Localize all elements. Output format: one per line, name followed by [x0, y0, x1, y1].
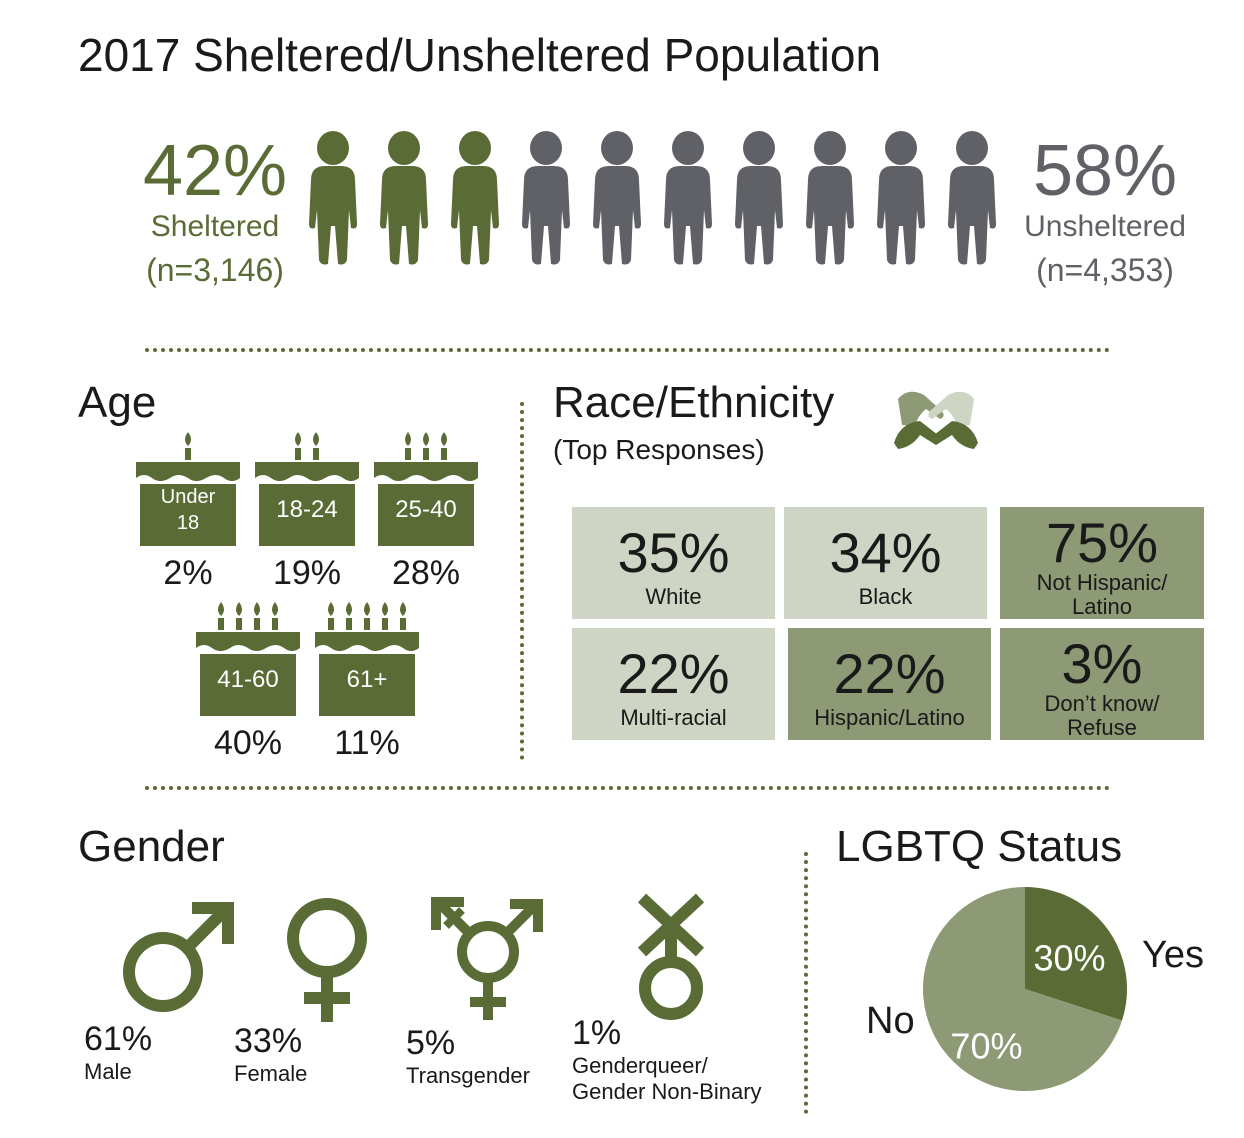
gender-female-label: Female: [234, 1061, 308, 1086]
pie-label-yes: 30%: [1033, 938, 1105, 979]
gender-male-label: Male: [84, 1059, 132, 1084]
gender-male-pct: 61%: [84, 1020, 153, 1058]
divider-top: [145, 348, 1110, 352]
male-symbol-icon: [118, 900, 238, 1025]
gender-genderqueer-label-2: Gender Non-Binary: [572, 1079, 762, 1104]
cake-icon: 18-24: [253, 432, 361, 548]
race-heading: Race/Ethnicity: [553, 378, 835, 427]
gender-heading: Gender: [78, 822, 225, 871]
person-sheltered-icon: [309, 131, 357, 265]
cake-label: 18-24: [276, 496, 338, 523]
person-unsheltered-icon: [877, 131, 925, 265]
genderqueer-symbol-icon: [626, 892, 716, 1027]
cake-icon: 25-40: [372, 432, 480, 548]
cake-label-line2: 18: [176, 512, 200, 534]
cake-icon: 41-60: [194, 602, 302, 718]
race-pct: 34%: [829, 521, 942, 584]
cake-label: 41-60: [217, 666, 279, 693]
sheltered-pct: 42%: [142, 131, 288, 211]
unsheltered-pct: 58%: [1032, 131, 1178, 211]
person-unsheltered-icon: [593, 131, 641, 265]
person-sheltered-icon: [451, 131, 499, 265]
cake-icon: 61+: [313, 602, 421, 718]
person-unsheltered-icon: [664, 131, 712, 265]
gender-transgender-stat: 5% Transgender: [406, 1024, 530, 1089]
lgbtq-heading: LGBTQ Status: [836, 822, 1123, 871]
lgbtq-yes-label: Yes: [1142, 934, 1204, 976]
race-cell: 34% Black: [784, 507, 987, 619]
age-pct: 19%: [272, 554, 342, 592]
divider-bottom: [145, 786, 1110, 790]
race-cell: 22% Multi-racial: [572, 628, 775, 740]
race-label: Black: [858, 584, 913, 609]
race-label: Multi-racial: [620, 705, 727, 730]
handshake-icon: [890, 385, 982, 462]
pie-slice-yes: [1025, 887, 1127, 1021]
race-cell: 22% Hispanic/Latino: [788, 628, 991, 740]
cake-label: 25-40: [395, 496, 457, 523]
race-pct: 75%: [1045, 511, 1159, 574]
race-subheading: (Top Responses): [553, 434, 765, 465]
cake-icon: Under 18: [134, 432, 242, 548]
age-heading: Age: [78, 378, 157, 427]
cake-label: 61+: [346, 666, 388, 693]
age-pct: 11%: [334, 724, 400, 762]
cake-label-line1: Under: [160, 486, 216, 508]
race-label: Refuse: [1067, 715, 1137, 740]
divider-age-race: [520, 402, 524, 760]
sheltered-count: (n=3,146): [146, 252, 284, 288]
person-unsheltered-icon: [522, 131, 570, 265]
page-title: 2017 Sheltered/Unsheltered Population: [78, 29, 882, 81]
race-pct: 35%: [617, 521, 730, 584]
age-pct: 40%: [213, 724, 283, 762]
race-label: Don’t know/: [1044, 691, 1160, 716]
race-label: Hispanic/Latino: [814, 705, 965, 730]
transgender-symbol-icon: [428, 896, 548, 1031]
unsheltered-label: Unsheltered: [1024, 210, 1186, 243]
person-unsheltered-icon: [806, 131, 854, 265]
gender-genderqueer-label-1: Genderqueer/: [572, 1053, 708, 1078]
person-unsheltered-icon: [948, 131, 996, 265]
person-unsheltered-icon: [735, 131, 783, 265]
pie-label-no: 70%: [950, 1025, 1022, 1066]
age-pct: 28%: [391, 554, 461, 592]
race-label: Not Hispanic/: [1036, 570, 1168, 595]
age-pct: 2%: [163, 554, 213, 592]
cake-label: Under 18: [134, 484, 242, 536]
gender-male-stat: 61% Male: [84, 1020, 152, 1085]
lgbtq-no-label: No: [866, 1000, 915, 1042]
person-sheltered-icon: [380, 131, 428, 265]
unsheltered-count: (n=4,353): [1036, 252, 1174, 288]
race-label: Latino: [1072, 594, 1132, 619]
race-label: White: [645, 584, 702, 609]
divider-gender-lgbtq: [804, 852, 808, 1114]
gender-female-pct: 33%: [234, 1022, 303, 1060]
race-pct: 22%: [617, 642, 730, 705]
race-pct: 22%: [833, 642, 946, 705]
lgbtq-pie: 30% 70%: [920, 884, 1130, 1099]
race-cell: 35% White: [572, 507, 775, 619]
sheltered-label: Sheltered: [150, 210, 280, 243]
race-cell: 75% Not Hispanic/Latino: [1000, 507, 1204, 619]
pie-slice-no: [923, 887, 1123, 1091]
race-pct: 3%: [1061, 632, 1143, 695]
gender-genderqueer-stat: 1% Genderqueer/ Gender Non-Binary: [572, 1014, 762, 1105]
female-symbol-icon: [282, 896, 372, 1031]
gender-transgender-pct: 5%: [406, 1024, 456, 1062]
gender-transgender-label: Transgender: [406, 1063, 530, 1088]
race-cell: 3% Don’t know/Refuse: [1000, 628, 1204, 740]
gender-genderqueer-pct: 1%: [572, 1014, 622, 1052]
people-pictograph: [300, 130, 1020, 270]
gender-female-stat: 33% Female: [234, 1022, 307, 1087]
